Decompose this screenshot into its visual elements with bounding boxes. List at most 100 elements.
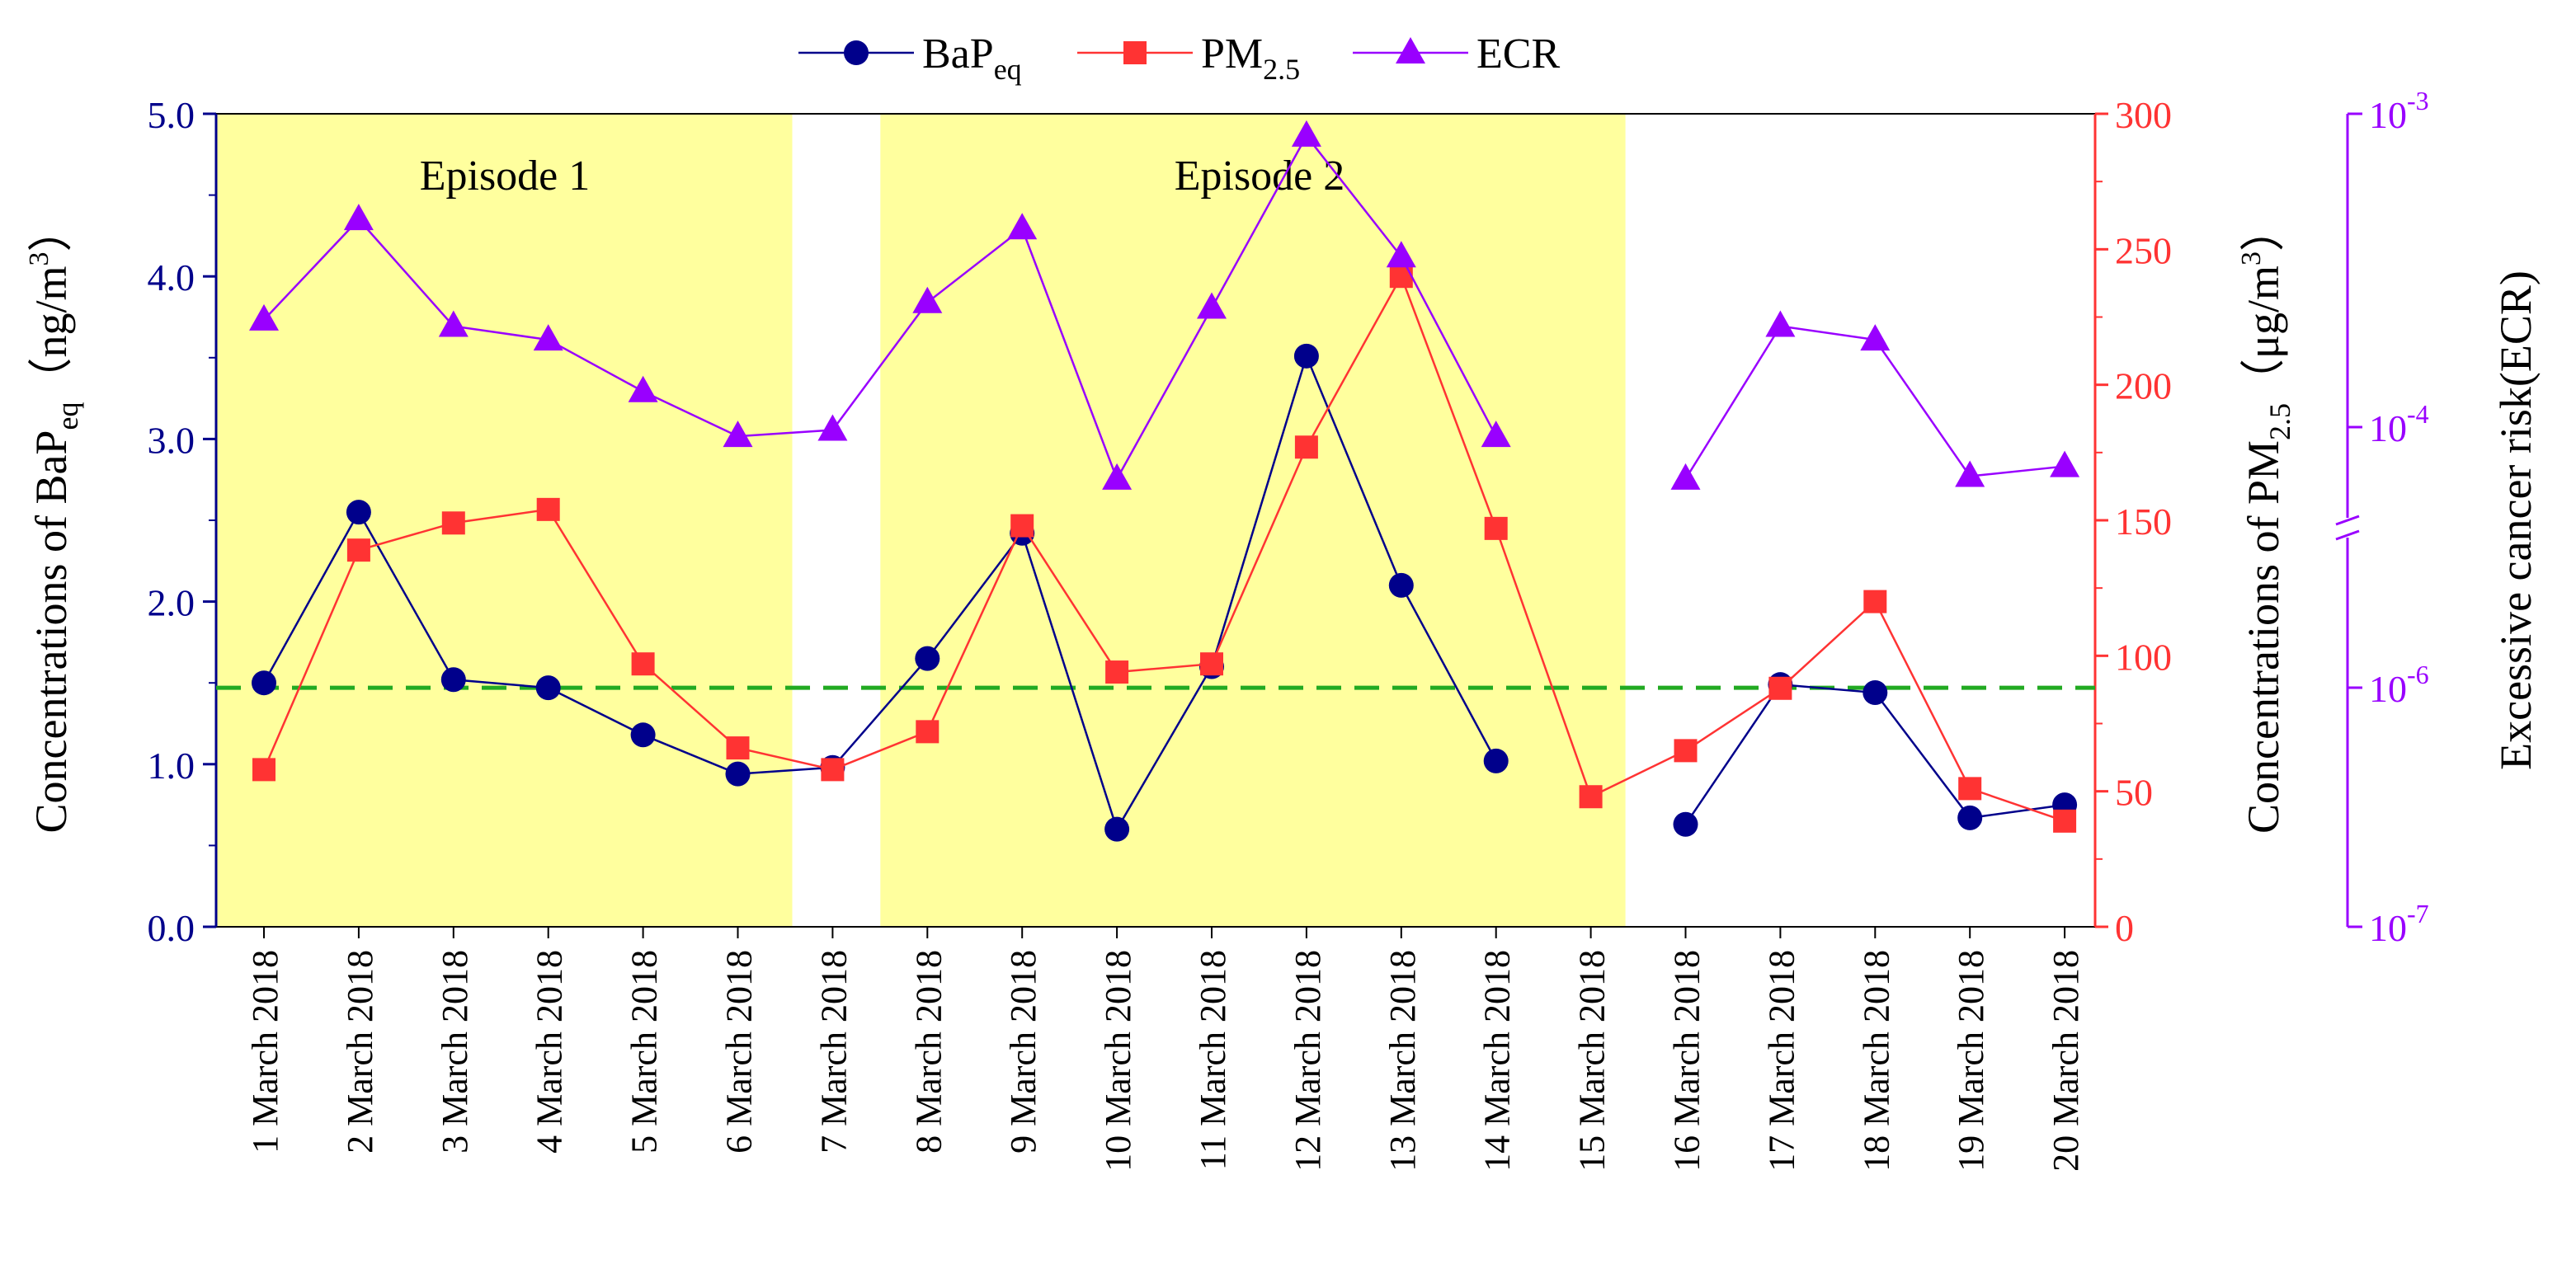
pm25-marker <box>1958 777 1982 801</box>
bapeq-marker <box>1673 811 1698 837</box>
left-axis-title: Concentrations of BaPeq（ng/m3） <box>24 208 84 834</box>
pm25-marker <box>1768 676 1792 700</box>
ecr-marker <box>533 324 563 351</box>
ecr-axis-tick-label: 10-3 <box>2369 86 2429 136</box>
pm25-marker <box>2053 809 2077 833</box>
x-axis-tick-label: 6 March 2018 <box>719 950 760 1154</box>
pm25-marker <box>1484 516 1508 540</box>
ecr-legend-item: ECR <box>1353 31 1560 78</box>
pm25-line <box>262 274 2065 823</box>
x-axis-tick-label: 18 March 2018 <box>1856 950 1896 1172</box>
pm25-marker <box>1200 652 1223 676</box>
series-layer <box>216 120 2095 842</box>
bapeq-marker <box>346 500 371 525</box>
pm25-marker <box>1123 41 1147 64</box>
pm25-marker <box>916 720 940 744</box>
bapeq-legend-item: BaPeq <box>798 31 1022 86</box>
x-axis-tick-label: 2 March 2018 <box>340 950 380 1154</box>
bapeq-marker <box>1863 680 1888 706</box>
ecr-marker <box>1860 324 1891 351</box>
ecr-axis-break-mark <box>2335 515 2360 541</box>
ecr-marker <box>1291 120 1321 147</box>
pm25-marker <box>1579 785 1603 809</box>
bapeq-line <box>1684 683 2065 825</box>
x-axis-tick-label: 9 March 2018 <box>1003 950 1043 1154</box>
axes-layer: 0.0 1.0 2.0 3.0 4.0 5.0 Concentrations of BaPe… <box>24 86 2541 1172</box>
x-axis-tick-label: 16 March 2018 <box>1667 950 1707 1172</box>
bapeq-marker <box>1104 816 1130 842</box>
ecr-axis-tick-label: 10-6 <box>2369 660 2429 710</box>
pm25-marker <box>441 511 465 535</box>
ecr-marker <box>1007 213 1038 240</box>
x-axis-tick-label: 1 March 2018 <box>245 950 285 1154</box>
x-axis-tick-label: 15 March 2018 <box>1572 950 1613 1172</box>
ecr-marker <box>817 414 848 441</box>
pm25-marker <box>1010 514 1034 538</box>
ecr-marker <box>1396 37 1425 63</box>
episode-1-label: Episode 1 <box>420 153 591 200</box>
pm25-marker <box>1105 660 1129 684</box>
episode-2-label: Episode 2 <box>1175 153 1345 200</box>
x-axis-tick-label: 3 March 2018 <box>435 950 475 1154</box>
left-axis-tick-label: 1.0 <box>148 745 195 787</box>
bapeq-marker <box>1483 748 1509 773</box>
ecr-series <box>249 120 2080 490</box>
ecr-marker <box>628 375 658 402</box>
x-axis-tick-label: 8 March 2018 <box>908 950 949 1154</box>
x-axis-tick-label: 5 March 2018 <box>624 950 665 1154</box>
x-axis-tick-label: 10 March 2018 <box>1098 950 1138 1172</box>
ecr-marker <box>723 421 753 448</box>
x-axis-tick-label: 11 March 2018 <box>1193 950 1233 1170</box>
pm25-marker <box>821 758 845 782</box>
x-axis-tick-label: 14 March 2018 <box>1477 950 1518 1172</box>
ecr-marker <box>1197 292 1227 319</box>
right-axis-tick-label: 100 <box>2115 636 2172 678</box>
left-axis-tick-label: 5.0 <box>148 94 195 136</box>
right-axis-title: Concentrations of PM2.5（μg/m3） <box>2236 207 2296 834</box>
ecr-marker <box>2050 450 2080 477</box>
pm25-series <box>252 265 2077 833</box>
ecr-marker <box>912 286 943 313</box>
ecr-axis-tick-label: 10-4 <box>2369 399 2429 449</box>
bapeq-marker <box>915 646 940 671</box>
ecr-marker <box>1765 310 1796 337</box>
bapeq-marker <box>1388 572 1414 598</box>
pm25-marker <box>1863 590 1887 613</box>
bapeq-marker <box>844 40 869 65</box>
legend: BaPeq PM2.5 ECR <box>798 31 1560 86</box>
right-axis-tick-label: 300 <box>2115 94 2172 136</box>
pm25-marker <box>631 652 655 676</box>
bapeq-marker <box>535 675 561 701</box>
ecr-marker <box>1955 460 1985 487</box>
bapeq-legend-label: BaPeq <box>922 31 1022 86</box>
pm25-legend-label: PM2.5 <box>1201 31 1300 86</box>
ecr-marker <box>438 310 469 337</box>
plot-frame-layer <box>216 113 2095 928</box>
ecr-marker <box>1481 421 1511 448</box>
pm25-marker <box>536 497 560 521</box>
bapeq-line <box>262 353 1497 832</box>
x-axis-tick-label: 4 March 2018 <box>530 950 570 1154</box>
left-axis-tick-label: 2.0 <box>148 582 195 624</box>
x-axis-tick-label: 7 March 2018 <box>813 950 854 1154</box>
x-axis-tick-label: 12 March 2018 <box>1288 950 1328 1172</box>
x-axis-tick-label: 19 March 2018 <box>1951 950 1991 1172</box>
left-axis-tick-label: 3.0 <box>148 419 195 461</box>
left-axis-tick-label: 0.0 <box>148 907 195 949</box>
right-axis-tick-label: 200 <box>2115 365 2172 407</box>
ecr-legend-label: ECR <box>1476 31 1560 78</box>
pm25-marker <box>252 758 275 782</box>
ecr-marker <box>343 204 374 231</box>
ecr-marker <box>1102 463 1133 490</box>
pm25-legend-item: PM2.5 <box>1077 31 1300 86</box>
pm25-marker <box>1674 739 1698 763</box>
right-axis-tick-label: 250 <box>2115 229 2172 271</box>
bapeq-marker <box>725 761 751 787</box>
ecr-axis-title: Excessive cancer risk(ECR) <box>2491 270 2541 770</box>
episode-shading-layer: Episode 1 Episode 2 <box>216 114 1626 927</box>
x-axis-tick-label: 17 March 2018 <box>1761 950 1801 1172</box>
x-axis-tick-label: 13 March 2018 <box>1382 950 1423 1172</box>
bapeq-marker <box>630 722 656 748</box>
left-axis-tick-label: 4.0 <box>148 256 195 298</box>
